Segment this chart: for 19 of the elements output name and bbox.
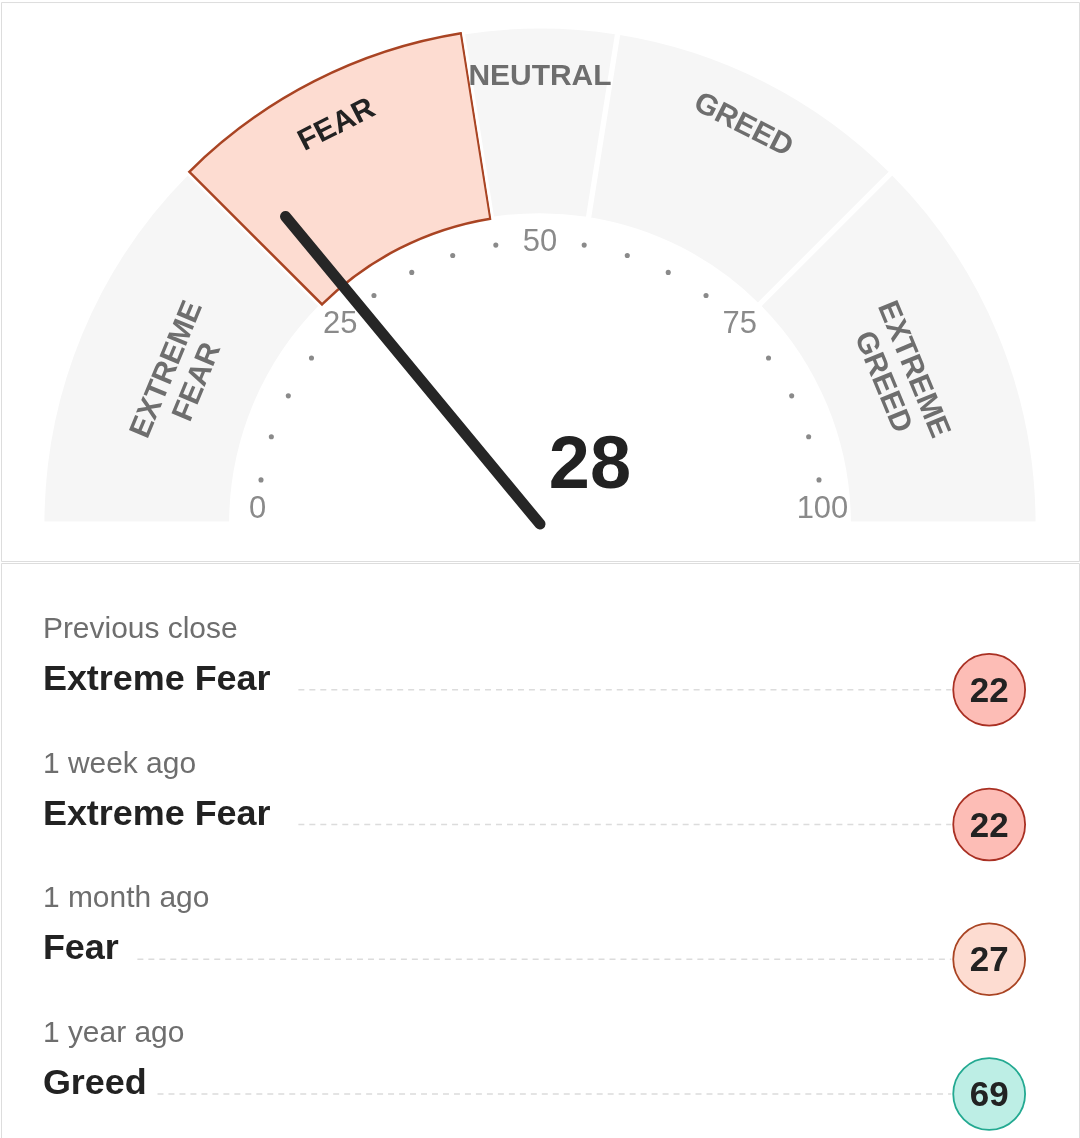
category-label: Previous close	[42, 610, 238, 644]
category-label: 1 month ago	[42, 880, 210, 914]
text: 28	[548, 421, 631, 505]
text: 0	[248, 490, 267, 526]
text: Fear	[42, 926, 119, 968]
slice-label: NEUTRAL	[468, 57, 612, 91]
text: 75	[722, 305, 757, 341]
category-label: 1 year ago	[42, 1015, 185, 1049]
data-label: 69	[969, 1074, 1009, 1114]
text: Extreme Fear	[42, 791, 271, 833]
data-label: 22	[969, 669, 1009, 709]
text: 25	[323, 305, 358, 341]
text: 100	[796, 490, 849, 526]
text: Greed	[42, 1061, 147, 1103]
text: 50	[522, 222, 558, 258]
data-label: 27	[969, 939, 1009, 979]
data-label: 22	[969, 804, 1009, 844]
category-label: 1 week ago	[42, 745, 197, 779]
text: Extreme Fear	[42, 656, 271, 698]
